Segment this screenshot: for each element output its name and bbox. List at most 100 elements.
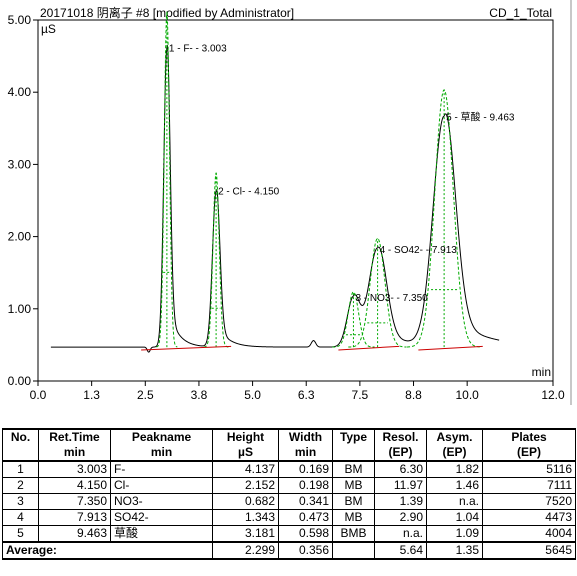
table-cell: BMB	[332, 525, 375, 543]
column-header: (EP)	[426, 445, 483, 462]
table-cell: F-	[110, 460, 213, 478]
chromatogram-trace	[50, 44, 500, 353]
table-cell: 7.350	[38, 493, 111, 510]
x-tick-label: 0.0	[30, 388, 47, 402]
column-header: Peakname	[110, 428, 213, 445]
table-row: 5 9.463 草酸 3.181 0.598 BMB n.a. 1.09 4004	[2, 525, 576, 543]
table-row: 3 7.350 NO3- 0.682 0.341 BM 1.39 n.a. 7520	[2, 493, 576, 510]
table-cell: MB	[332, 509, 375, 526]
column-header: min	[38, 445, 111, 462]
x-tick-label: 8.8	[405, 388, 422, 402]
average-row: Average: 2.299 0.356 5.64 1.35 5645	[2, 541, 576, 560]
chromatogram-chart: 20171018 阴离子 #8 [modified by Administrat…	[8, 0, 572, 405]
table-cell: Cl-	[110, 477, 213, 494]
peak-table: No. Ret.Time Peakname Height Width Type Resol.…	[2, 428, 576, 560]
table-cell: 5116	[482, 460, 576, 478]
table-cell: 7520	[482, 493, 576, 510]
table-cell: 1.343	[212, 509, 279, 526]
integration-baseline	[418, 345, 483, 351]
average-cell: 5.64	[374, 541, 427, 560]
x-tick-label: 7.5	[352, 388, 369, 402]
x-tick-label: 1.3	[83, 388, 100, 402]
integration-baseline	[141, 345, 232, 351]
x-unit-label: min	[532, 365, 551, 379]
average-cell: 2.299	[212, 541, 279, 560]
column-header: Asym.	[426, 428, 483, 445]
column-header: Width	[278, 428, 333, 445]
column-header: (EP)	[482, 445, 576, 462]
table-cell: 9.463	[38, 525, 111, 543]
y-axis: 0.00 1.00 2.00 3.00 4.00 5.00	[8, 13, 38, 388]
peak-label: 2 - Cl- - 4.150	[218, 187, 280, 198]
table-cell: 7111	[482, 477, 576, 494]
table-cell: 1.39	[374, 493, 427, 510]
column-header: Type	[332, 428, 375, 445]
fitted-peak	[332, 291, 375, 348]
x-tick-label: 5.0	[244, 388, 261, 402]
fitted-peak	[348, 237, 407, 348]
table-row: 4 7.913 SO42- 1.343 0.473 MB 2.90 1.04 4473	[2, 509, 576, 526]
table-cell: 0.682	[212, 493, 279, 510]
column-header: µS	[212, 445, 279, 462]
table-cell: NO3-	[110, 493, 213, 510]
peak-label: 4 - SO42- - 7.913	[380, 245, 458, 256]
peak-label: 5 - 草酸 - 9.463	[446, 110, 515, 123]
column-header: (EP)	[374, 445, 427, 462]
table-cell: 草酸	[110, 525, 213, 543]
x-tick-label: 6.3	[298, 388, 315, 402]
plot-frame	[37, 19, 554, 382]
average-cell: Average:	[2, 541, 111, 560]
y-tick-label: 3.00	[8, 157, 32, 171]
table-cell: 0.473	[278, 509, 333, 526]
y-tick-label: 5.00	[8, 13, 32, 27]
table-cell: 1.09	[426, 525, 483, 543]
table-cell: 2.152	[212, 477, 279, 494]
y-tick-label: 2.00	[8, 230, 32, 244]
table-cell: 2.90	[374, 509, 427, 526]
table-cell: 1.82	[426, 460, 483, 478]
table-cell: 1	[2, 460, 39, 478]
integration-baseline	[338, 345, 400, 351]
x-tick-label: 10.0	[455, 388, 479, 402]
column-header: No.	[2, 428, 39, 445]
table-cell: 0.341	[278, 493, 333, 510]
table-cell: BM	[332, 493, 375, 510]
table-row: 2 4.150 Cl- 2.152 0.198 MB 11.97 1.46 7111	[2, 477, 576, 494]
table-cell: n.a.	[426, 493, 483, 510]
table-cell: 2	[2, 477, 39, 494]
table-cell: 6.30	[374, 460, 427, 478]
x-tick-label: 2.5	[137, 388, 154, 402]
table-header-row: No. Ret.Time Peakname Height Width Type Resol.…	[2, 428, 576, 445]
column-header: Resol.	[374, 428, 427, 445]
channel-label: CD_1_Total	[489, 6, 552, 20]
table-header-row: min min µS min (EP) (EP) (EP)	[2, 445, 576, 462]
column-header	[332, 445, 375, 462]
table-cell: 7.913	[38, 509, 111, 526]
table-cell: 4473	[482, 509, 576, 526]
peak-label: 3 - NO3- - 7.350	[355, 293, 428, 304]
table-cell: 3.003	[38, 460, 111, 478]
y-tick-label: 4.00	[8, 85, 32, 99]
column-header: Height	[212, 428, 279, 445]
table-cell: 3.181	[212, 525, 279, 543]
table-cell: 4.150	[38, 477, 111, 494]
average-cell: 0.356	[278, 541, 333, 560]
fitted-peak	[156, 10, 178, 348]
table-cell: 4.137	[212, 460, 279, 478]
table-cell: SO42-	[110, 509, 213, 526]
average-cell	[110, 541, 213, 560]
x-tick-label: 12.0	[541, 388, 565, 402]
y-tick-label: 1.00	[8, 302, 32, 316]
y-unit-label: µS	[41, 22, 56, 36]
x-tick-label: 3.8	[191, 388, 208, 402]
y-tick-label: 0.00	[8, 374, 32, 388]
table-cell: MB	[332, 477, 375, 494]
column-header: min	[110, 445, 213, 462]
table-cell: 11.97	[374, 477, 427, 494]
table-cell: BM	[332, 460, 375, 478]
average-cell	[332, 541, 375, 560]
table-row: 1 3.003 F- 4.137 0.169 BM 6.30 1.82 5116	[2, 460, 576, 478]
table-cell: 1.46	[426, 477, 483, 494]
fitted-peak	[203, 172, 229, 348]
column-header: Ret.Time	[38, 428, 111, 445]
